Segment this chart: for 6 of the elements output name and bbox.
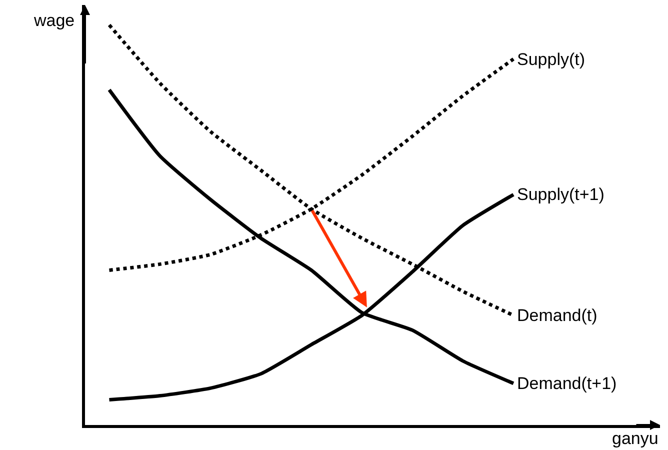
y-axis-title: wage (33, 11, 75, 30)
x-axis-title: ganyu (612, 429, 658, 448)
series-label: Demand(t+1) (517, 374, 617, 393)
series-label: Supply(t+1) (517, 185, 604, 204)
series-label: Demand(t) (517, 306, 598, 325)
series-label: Supply(t) (517, 50, 586, 69)
